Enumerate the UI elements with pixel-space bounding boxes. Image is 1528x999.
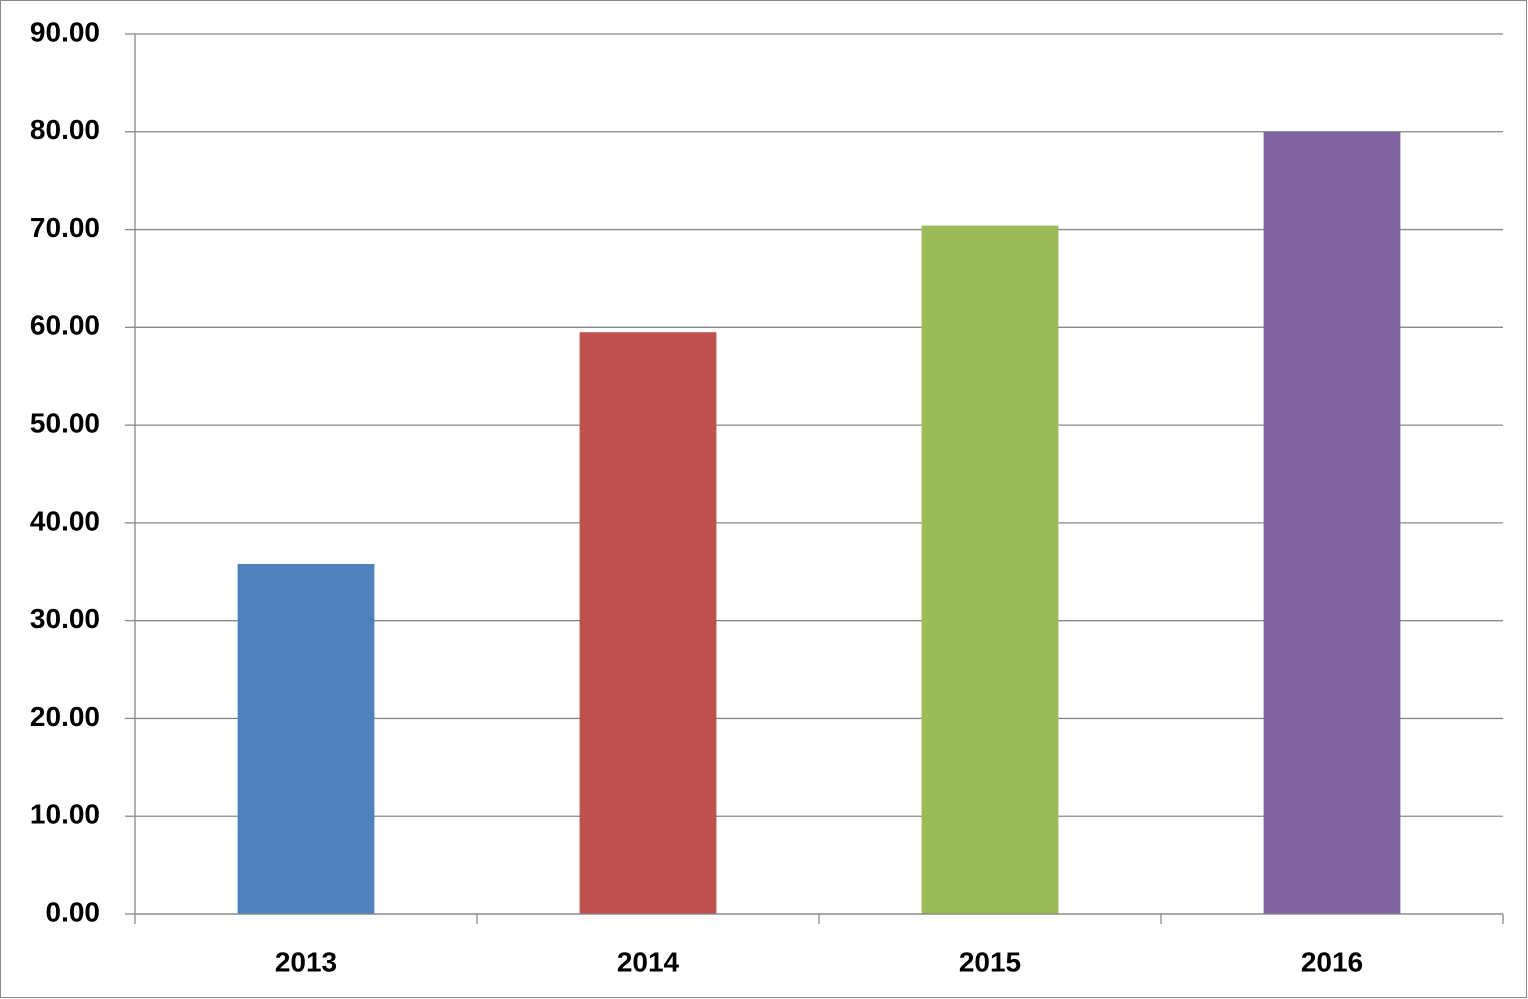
x-tick-label: 2016 bbox=[1301, 946, 1363, 977]
bar bbox=[1263, 131, 1401, 914]
bar bbox=[237, 563, 375, 914]
y-tick-label: 20.00 bbox=[30, 701, 100, 732]
y-tick-label: 30.00 bbox=[30, 603, 100, 634]
bar bbox=[579, 332, 717, 914]
y-tick-label: 70.00 bbox=[30, 212, 100, 243]
bar bbox=[921, 225, 1059, 915]
y-tick-label: 40.00 bbox=[30, 505, 100, 536]
y-tick-label: 10.00 bbox=[30, 799, 100, 830]
y-tick-label: 60.00 bbox=[30, 310, 100, 341]
y-tick-label: 80.00 bbox=[30, 114, 100, 145]
x-tick-label: 2013 bbox=[275, 946, 337, 977]
y-tick-label: 50.00 bbox=[30, 408, 100, 439]
x-tick-label: 2015 bbox=[959, 946, 1021, 977]
y-tick-label: 90.00 bbox=[30, 16, 100, 47]
y-tick-label: 0.00 bbox=[46, 896, 101, 927]
x-tick-label: 2014 bbox=[617, 946, 680, 977]
